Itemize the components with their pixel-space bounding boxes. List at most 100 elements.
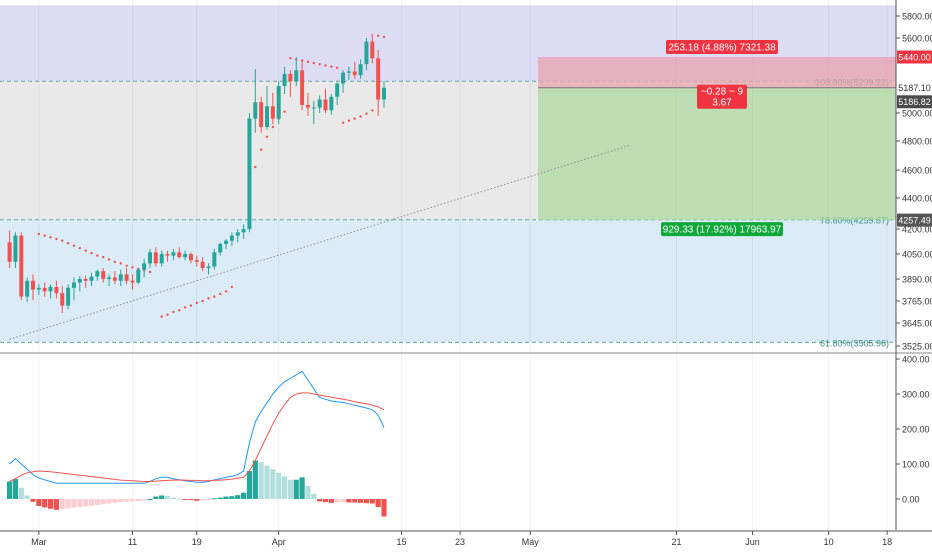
candle[interactable] <box>346 66 351 80</box>
candle-body <box>42 287 47 292</box>
macd-histogram-bar <box>229 496 235 499</box>
candle[interactable] <box>270 92 275 125</box>
candle[interactable] <box>288 70 293 97</box>
candle[interactable] <box>276 81 281 125</box>
candle[interactable] <box>177 247 182 259</box>
target-price-badge[interactable]: 5440.00 <box>897 50 932 64</box>
candle[interactable] <box>13 232 18 269</box>
candle[interactable] <box>382 81 386 108</box>
candle[interactable] <box>206 263 211 275</box>
sar-dot <box>259 148 263 151</box>
macd-histogram-bar <box>106 499 112 504</box>
candle[interactable] <box>300 59 305 111</box>
macd-histogram-bar <box>83 499 89 507</box>
candle[interactable] <box>107 274 112 287</box>
candle[interactable] <box>317 95 322 113</box>
candle[interactable] <box>183 250 188 261</box>
candle[interactable] <box>323 88 328 113</box>
candle[interactable] <box>83 275 88 288</box>
candle[interactable] <box>153 247 158 267</box>
risk-label[interactable]: 929.33 (17.92%) 17963.97 <box>661 222 783 237</box>
candle[interactable] <box>235 229 240 243</box>
macd-histogram-bar <box>188 499 194 501</box>
candle[interactable] <box>142 258 147 278</box>
candle-body <box>282 73 287 86</box>
candle[interactable] <box>218 242 223 256</box>
candle[interactable] <box>247 113 252 233</box>
last-price-badge[interactable]: 5186.82 <box>897 95 932 109</box>
candle[interactable] <box>305 92 310 116</box>
macd-histogram-bar <box>53 499 59 510</box>
candle[interactable] <box>265 86 269 130</box>
profit-label[interactable]: 253.18 (4.88%) 7321.38 <box>666 40 778 54</box>
candle[interactable] <box>48 284 53 299</box>
last-price-badge-bg <box>897 95 932 109</box>
candle[interactable] <box>60 286 65 313</box>
macd-histogram-bar <box>322 499 329 503</box>
candle[interactable] <box>112 271 117 285</box>
candle[interactable] <box>136 268 141 285</box>
candle[interactable] <box>25 277 30 302</box>
candle[interactable] <box>89 272 94 287</box>
candle[interactable] <box>71 277 76 301</box>
candle[interactable] <box>36 284 41 295</box>
candle-body <box>95 271 100 277</box>
candle[interactable] <box>311 100 316 125</box>
macd-histogram-bar <box>305 486 311 499</box>
candle[interactable] <box>7 230 12 269</box>
candle[interactable] <box>101 268 106 283</box>
candle[interactable] <box>259 96 264 133</box>
current-price-badge[interactable]: 5187.10 <box>897 81 932 95</box>
candle[interactable] <box>253 69 258 133</box>
ratio-label[interactable]: ~0.28 ~ 93.67 <box>697 84 747 109</box>
candle[interactable] <box>241 224 246 239</box>
candle[interactable] <box>66 284 71 310</box>
candle[interactable] <box>194 255 199 267</box>
candle[interactable] <box>282 66 287 95</box>
candle[interactable] <box>352 61 357 79</box>
candle[interactable] <box>376 49 381 116</box>
candle[interactable] <box>364 38 369 71</box>
candle-body <box>352 71 357 76</box>
candle[interactable] <box>212 249 217 270</box>
candle[interactable] <box>229 232 234 246</box>
sar-dot <box>131 266 134 269</box>
price-tick-label: 3765.00 <box>902 297 932 307</box>
candle[interactable] <box>31 274 35 301</box>
profit-zone[interactable] <box>538 57 896 88</box>
candle[interactable] <box>294 57 299 86</box>
candle[interactable] <box>95 269 100 281</box>
candle[interactable] <box>118 269 123 287</box>
candle-body <box>341 72 346 84</box>
sar-dot <box>61 239 64 242</box>
stop-price-badge[interactable]: 4257.49 <box>897 213 932 227</box>
price-tick-label: 3645.00 <box>902 319 932 329</box>
macd-histogram-bar <box>200 499 206 501</box>
candle[interactable] <box>329 94 334 115</box>
candle[interactable] <box>148 249 152 269</box>
candle[interactable] <box>159 250 164 267</box>
candle[interactable] <box>341 70 346 93</box>
candle[interactable] <box>335 82 340 105</box>
candle[interactable] <box>370 33 375 64</box>
candle[interactable] <box>165 250 170 262</box>
candle[interactable] <box>224 239 229 249</box>
candle[interactable] <box>171 249 176 261</box>
candle[interactable] <box>19 232 24 301</box>
candle[interactable] <box>188 252 193 264</box>
candle-body <box>71 282 76 288</box>
candle[interactable] <box>54 280 59 299</box>
risk-zone[interactable] <box>538 87 896 221</box>
last-price-badge-text: 5186.82 <box>898 97 931 107</box>
candle[interactable] <box>200 257 205 272</box>
candle[interactable] <box>358 59 363 79</box>
candle[interactable] <box>130 274 135 290</box>
candle-body <box>112 277 117 281</box>
candle[interactable] <box>42 282 47 297</box>
candle[interactable] <box>124 268 129 285</box>
candle[interactable] <box>77 275 82 292</box>
macd-histogram-bar <box>258 462 264 499</box>
price-tick-label: 4600.00 <box>902 166 932 176</box>
